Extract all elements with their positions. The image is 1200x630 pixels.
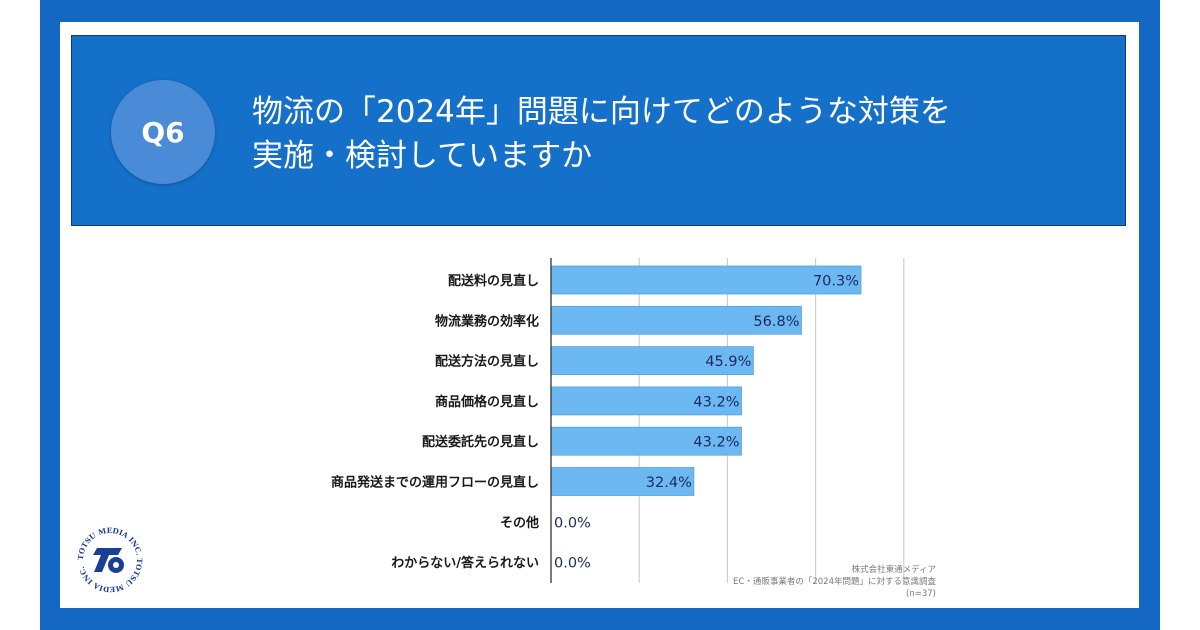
logo-t-mark (93, 548, 122, 572)
value-label: 56.8% (753, 314, 799, 330)
totsu-media-logo: TOTSU MEDIA INC. TOTSU MEDIA INC. (76, 526, 144, 594)
bar (550, 265, 862, 295)
category-label: 商品価格の見直し (435, 394, 539, 410)
title-line-1: 物流の「2024年」問題に向けてどのような対策を (252, 94, 951, 130)
question-header (71, 35, 1126, 226)
value-label: 43.2% (693, 394, 739, 410)
category-label: 配送料の見直し (448, 273, 539, 289)
bar (550, 386, 742, 416)
source-survey: EC・通販事業者の「2024年問題」に対する意識調査 (733, 577, 936, 587)
category-label: 配送方法の見直し (435, 354, 539, 370)
logo-six-hole (113, 562, 119, 568)
source-sample: (n=37) (906, 589, 936, 599)
category-label: わからない/答えられない (391, 555, 539, 571)
bar (550, 346, 754, 376)
source-note: 株式会社東通メディア EC・通販事業者の「2024年問題」に対する意識調査 (n… (733, 564, 936, 600)
title-line-2: 実施・検討していますか (252, 138, 593, 174)
bar (550, 305, 802, 335)
bar (550, 467, 695, 496)
question-title: 物流の「2024年」問題に向けてどのような対策を 実施・検討していますか (252, 90, 951, 178)
value-label: 70.3% (813, 274, 859, 290)
value-label: 43.2% (693, 435, 739, 451)
category-label: 物流業務の効率化 (435, 313, 539, 329)
value-label: 0.0% (554, 556, 591, 572)
category-label: その他 (500, 515, 539, 531)
value-label: 0.0% (554, 515, 591, 531)
value-label: 45.9% (705, 354, 751, 370)
question-badge: Q6 (111, 80, 215, 184)
category-label: 配送委託先の見直し (422, 434, 539, 450)
question-number: Q6 (141, 115, 185, 149)
value-label: 32.4% (646, 475, 692, 491)
source-company: 株式会社東通メディア (851, 565, 936, 575)
category-label: 商品発送までの運用フローの見直し (331, 475, 539, 491)
